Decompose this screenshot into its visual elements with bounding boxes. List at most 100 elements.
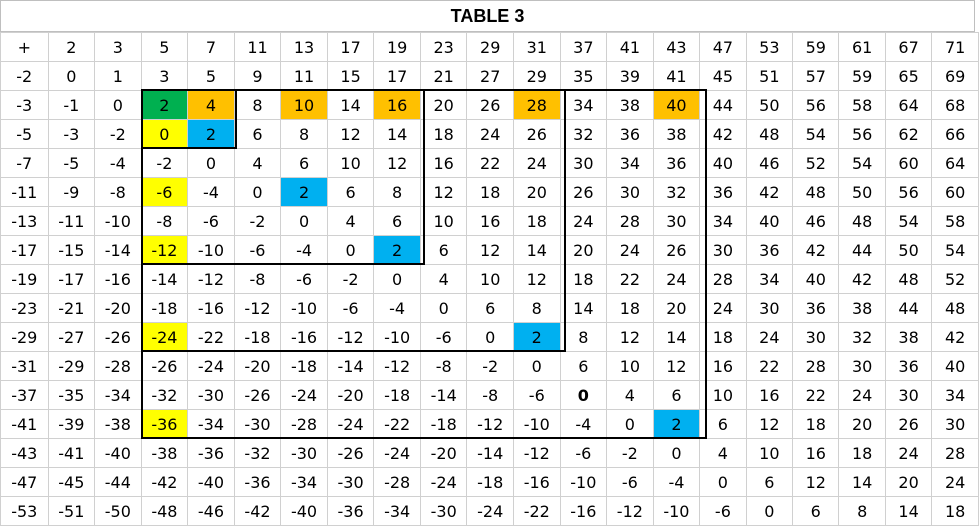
sum-cell[interactable]: 8 [233, 90, 282, 120]
sum-cell[interactable]: 0 [559, 380, 608, 410]
sum-cell[interactable]: 56 [838, 119, 886, 149]
sum-cell[interactable]: 30 [699, 235, 747, 265]
sum-cell[interactable]: 8 [559, 322, 608, 352]
sum-cell[interactable]: -28 [94, 351, 142, 381]
sum-cell[interactable]: -42 [140, 467, 189, 497]
sum-cell[interactable]: -20 [419, 438, 468, 468]
sum-cell[interactable]: -4 [373, 293, 421, 323]
sum-cell[interactable]: 34 [931, 380, 979, 410]
sum-cell[interactable]: 20 [884, 467, 933, 497]
sum-cell[interactable]: -40 [280, 496, 328, 526]
sum-cell[interactable]: -1 [47, 90, 96, 120]
sum-cell[interactable]: 6 [466, 293, 514, 323]
sum-cell[interactable]: 56 [884, 177, 933, 207]
row-header-cell[interactable]: -19 [0, 264, 49, 294]
sum-cell[interactable]: 36 [652, 148, 701, 178]
sum-cell[interactable]: -6 [559, 438, 608, 468]
sum-cell[interactable]: -30 [326, 467, 375, 497]
sum-cell[interactable]: 32 [559, 119, 608, 149]
sum-cell[interactable]: 11 [280, 61, 328, 91]
row-header-cell[interactable]: -31 [0, 351, 49, 381]
sum-cell[interactable]: 68 [931, 90, 979, 120]
sum-cell[interactable]: 59 [838, 61, 886, 91]
sum-cell[interactable]: 38 [838, 293, 886, 323]
sum-cell[interactable]: 26 [884, 409, 933, 439]
sum-cell[interactable]: 14 [513, 235, 561, 265]
sum-cell[interactable]: 16 [699, 351, 747, 381]
sum-cell[interactable]: 4 [233, 148, 282, 178]
sum-cell[interactable]: 0 [699, 467, 747, 497]
sum-cell[interactable]: 6 [326, 177, 375, 207]
sum-cell[interactable]: 24 [838, 380, 886, 410]
sum-cell[interactable]: -36 [326, 496, 375, 526]
sum-cell[interactable]: 2 [140, 90, 189, 120]
sum-cell[interactable]: 16 [745, 380, 794, 410]
sum-cell[interactable]: -4 [559, 409, 608, 439]
sum-cell[interactable]: 0 [652, 438, 701, 468]
sum-cell[interactable]: 30 [931, 409, 979, 439]
sum-cell[interactable]: -10 [280, 293, 328, 323]
sum-cell[interactable]: -6 [606, 467, 654, 497]
sum-cell[interactable]: -12 [606, 496, 654, 526]
row-header-cell[interactable]: -29 [0, 322, 49, 352]
sum-cell[interactable]: 24 [466, 119, 514, 149]
sum-cell[interactable]: -4 [280, 235, 328, 265]
sum-cell[interactable]: 0 [513, 351, 561, 381]
sum-cell[interactable]: 10 [280, 90, 328, 120]
sum-cell[interactable]: 54 [792, 119, 840, 149]
column-header-cell[interactable]: 3 [94, 32, 142, 62]
row-header-cell[interactable]: -47 [0, 467, 49, 497]
sum-cell[interactable]: -28 [373, 467, 421, 497]
sum-cell[interactable]: -21 [47, 293, 96, 323]
sum-cell[interactable]: 60 [884, 148, 933, 178]
sum-cell[interactable]: 10 [326, 148, 375, 178]
row-header-cell[interactable]: -13 [0, 206, 49, 236]
sum-cell[interactable]: 42 [931, 322, 979, 352]
column-header-cell[interactable]: 31 [513, 32, 561, 62]
sum-cell[interactable]: -2 [606, 438, 654, 468]
sum-cell[interactable]: 64 [931, 148, 979, 178]
sum-cell[interactable]: -16 [559, 496, 608, 526]
sum-cell[interactable]: 8 [373, 177, 421, 207]
sum-cell[interactable]: -36 [140, 409, 189, 439]
sum-cell[interactable]: 14 [373, 119, 421, 149]
sum-cell[interactable]: 36 [606, 119, 654, 149]
sum-cell[interactable]: -12 [513, 438, 561, 468]
sum-cell[interactable]: 40 [699, 148, 747, 178]
sum-cell[interactable]: 12 [792, 467, 840, 497]
sum-cell[interactable]: -10 [94, 206, 142, 236]
sum-cell[interactable]: 24 [931, 467, 979, 497]
sum-cell[interactable]: 40 [745, 206, 794, 236]
sum-cell[interactable]: 64 [884, 90, 933, 120]
sum-cell[interactable]: 9 [233, 61, 282, 91]
sum-cell[interactable]: 48 [884, 264, 933, 294]
sum-cell[interactable]: 0 [606, 409, 654, 439]
sum-cell[interactable]: 24 [513, 148, 561, 178]
sum-cell[interactable]: 21 [419, 61, 468, 91]
sum-cell[interactable]: 18 [838, 438, 886, 468]
column-header-cell[interactable]: 37 [559, 32, 608, 62]
column-header-cell[interactable]: 5 [140, 32, 189, 62]
row-header-cell[interactable]: -37 [0, 380, 49, 410]
sum-cell[interactable]: 27 [466, 61, 514, 91]
sum-cell[interactable]: 0 [187, 148, 235, 178]
sum-cell[interactable]: 65 [884, 61, 933, 91]
sum-cell[interactable]: 14 [326, 90, 375, 120]
sum-cell[interactable]: -26 [233, 380, 282, 410]
sum-cell[interactable]: 58 [931, 206, 979, 236]
sum-cell[interactable]: -3 [47, 119, 96, 149]
sum-cell[interactable]: -16 [280, 322, 328, 352]
sum-cell[interactable]: 54 [838, 148, 886, 178]
sum-cell[interactable]: -18 [140, 293, 189, 323]
sum-cell[interactable]: -18 [280, 351, 328, 381]
sum-cell[interactable]: 30 [745, 293, 794, 323]
sum-cell[interactable]: -14 [419, 380, 468, 410]
sum-cell[interactable]: -16 [513, 467, 561, 497]
sum-cell[interactable]: 24 [606, 235, 654, 265]
sum-cell[interactable]: -24 [187, 351, 235, 381]
row-header-cell[interactable]: -2 [0, 61, 49, 91]
sum-cell[interactable]: 44 [838, 235, 886, 265]
sum-cell[interactable]: 36 [792, 293, 840, 323]
sum-cell[interactable]: 48 [792, 177, 840, 207]
sum-cell[interactable]: 60 [931, 177, 979, 207]
